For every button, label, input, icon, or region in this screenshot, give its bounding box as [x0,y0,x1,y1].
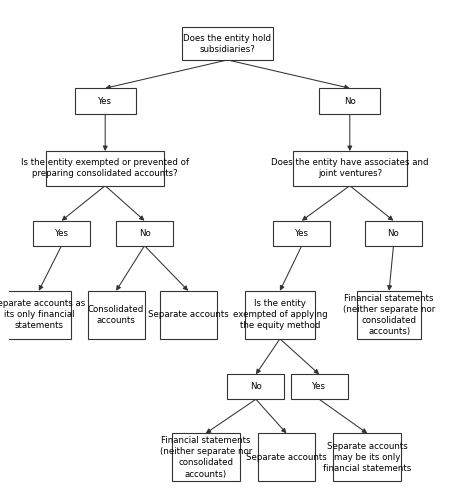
Text: Yes: Yes [295,228,309,237]
Bar [273,220,330,246]
Bar [6,291,71,339]
Text: No: No [139,228,151,237]
Text: Separate accounts: Separate accounts [246,453,327,462]
Text: Is the entity exempted or prevented of
preparing consolidated accounts?: Is the entity exempted or prevented of p… [21,158,189,178]
Bar [228,374,284,400]
Text: No: No [344,96,356,106]
Text: Separate accounts as
its only financial
statements: Separate accounts as its only financial … [0,299,86,330]
Bar [116,220,173,246]
Text: Separate accounts: Separate accounts [148,310,228,320]
Bar [88,291,145,339]
Bar [319,88,380,114]
Text: Yes: Yes [55,228,69,237]
Text: Does the entity have associates and
joint ventures?: Does the entity have associates and join… [271,158,429,178]
Text: Financial statements
(neither separate nor
consolidated
accounts): Financial statements (neither separate n… [160,436,252,478]
Text: Separate accounts
may be its only
financial statements: Separate accounts may be its only financ… [323,442,411,473]
Bar [293,151,407,186]
Text: Yes: Yes [312,382,326,392]
Bar [160,291,217,339]
Bar [172,434,239,482]
Bar [357,291,421,339]
Bar [258,434,315,482]
Bar [245,291,315,339]
Bar [365,220,422,246]
Bar [291,374,348,400]
Bar [33,220,90,246]
Text: Financial statements
(neither separate nor
consolidated
accounts): Financial statements (neither separate n… [343,294,435,336]
Text: Yes: Yes [98,96,112,106]
Bar [334,434,401,482]
Text: Does the entity hold
subsidiaries?: Does the entity hold subsidiaries? [183,34,272,54]
Bar [75,88,136,114]
Text: No: No [388,228,399,237]
Text: Consolidated
accounts: Consolidated accounts [88,304,144,325]
Bar [182,28,273,60]
Text: Is the entity
exempted of applying
the equity method: Is the entity exempted of applying the e… [233,299,327,330]
Bar [46,151,164,186]
Text: No: No [250,382,262,392]
